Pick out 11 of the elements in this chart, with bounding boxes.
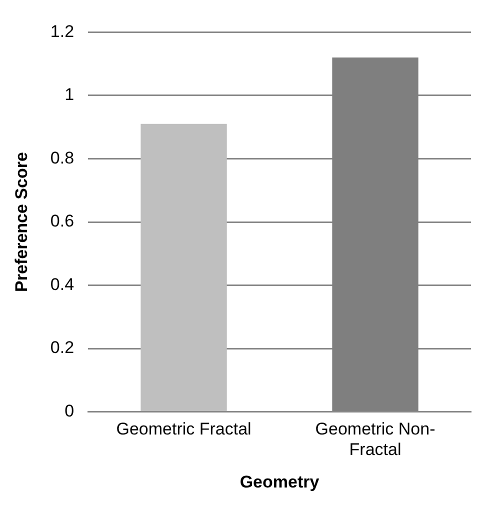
y-tick-label: 0.4	[50, 274, 74, 294]
x-tick-label: Geometric Non-Fractal	[315, 420, 436, 460]
y-tick-label: 1	[64, 85, 74, 104]
y-axis-title: Preference Score	[12, 152, 31, 292]
y-tick-label: 0.6	[50, 212, 74, 231]
y-tick-label: 0.8	[50, 148, 74, 168]
y-tick-label: 0.2	[50, 338, 74, 358]
x-axis-title: Geometry	[240, 472, 320, 492]
y-tick-label: 1.2	[50, 22, 74, 41]
y-tick-label: 0	[64, 401, 74, 420]
x-tick-label: Geometric Fractal	[116, 420, 252, 439]
